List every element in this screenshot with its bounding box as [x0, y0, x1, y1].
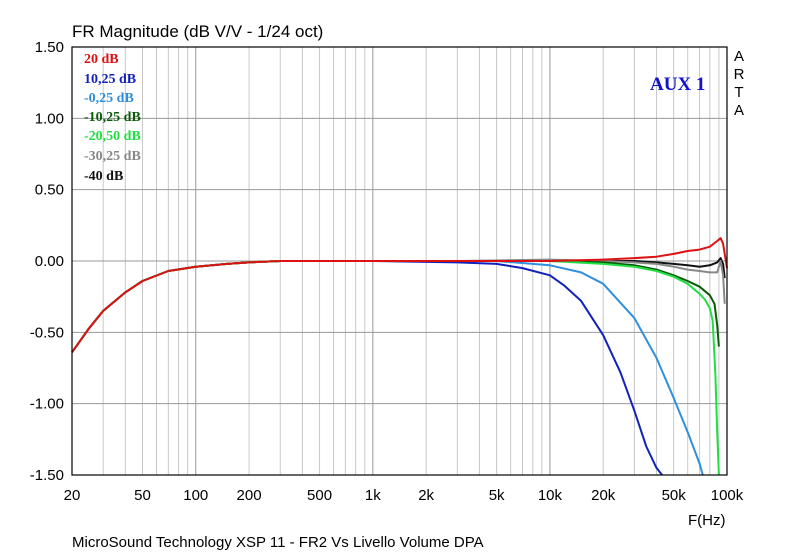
legend-entry: 20 dB: [84, 52, 119, 67]
watermark-letter: R: [733, 66, 745, 83]
x-tick-label: 2k: [418, 487, 434, 504]
legend-entry: -0,25 dB: [84, 91, 134, 106]
y-tick-label: -1.50: [30, 467, 64, 484]
x-tick-label: 50k: [662, 487, 687, 504]
watermark-letter: A: [733, 102, 744, 119]
plot-frame: [71, 46, 728, 476]
series-line: [71, 237, 728, 353]
y-tick-label: -1.00: [30, 396, 64, 413]
arta-watermark: A R T A: [733, 48, 745, 120]
x-tick-label: 10k: [538, 487, 563, 504]
x-tick-label: 50: [134, 487, 151, 504]
chart-title: FR Magnitude (dB V/V - 1/24 oct): [72, 22, 324, 41]
x-tick-label: 100: [183, 487, 208, 504]
x-tick-label: 20: [64, 487, 81, 504]
y-tick-label: -0.50: [30, 324, 64, 341]
x-tick-label: 20k: [591, 487, 616, 504]
y-tick-label: 1.50: [35, 39, 64, 56]
x-tick-label: 5k: [489, 487, 505, 504]
x-tick-label: 500: [307, 487, 332, 504]
x-tick-label: 200: [237, 487, 262, 504]
x-axis-label: F(Hz): [688, 512, 726, 529]
legend-entry: -30,25 dB: [84, 149, 141, 164]
panel-label: AUX 1: [650, 74, 706, 95]
x-tick-label: 1k: [365, 487, 381, 504]
y-tick-label: 0.50: [35, 182, 64, 199]
legend-entry: -10,25 dB: [84, 110, 141, 125]
x-tick-label: 100k: [711, 487, 744, 504]
footer-caption: MicroSound Technology XSP 11 - FR2 Vs Li…: [72, 534, 484, 551]
series-curves: [71, 237, 728, 476]
watermark-letter: T: [734, 84, 744, 101]
legend-entry: -20,50 dB: [84, 129, 141, 144]
legend-entry: -40 dB: [84, 169, 124, 184]
y-tick-label: 0.00: [35, 253, 64, 270]
y-tick-label: 1.00: [35, 110, 64, 127]
legend-entry: 10,25 dB: [84, 72, 137, 87]
watermark-letter: A: [733, 48, 744, 65]
